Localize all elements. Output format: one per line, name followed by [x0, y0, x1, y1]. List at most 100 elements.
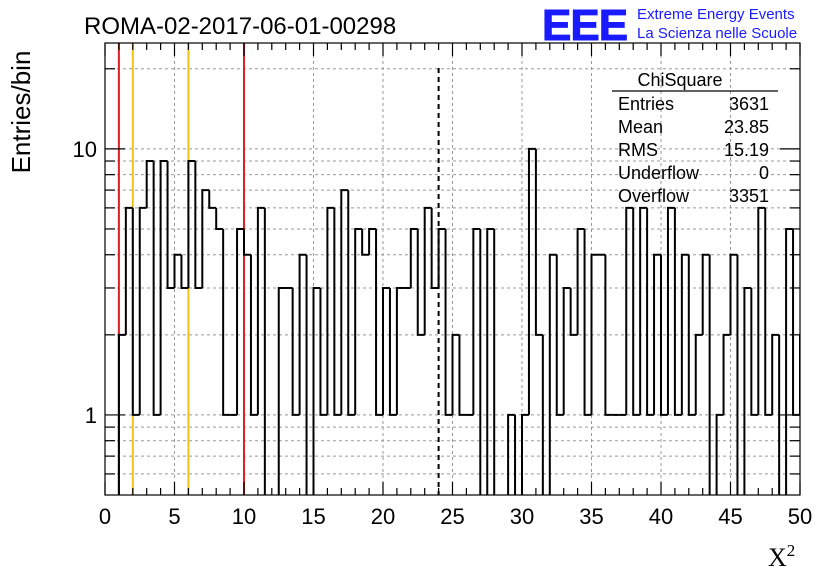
histogram-bin [792, 228, 800, 416]
histogram-bin [409, 227, 418, 288]
histogram-bin [333, 207, 342, 416]
histogram-bin [291, 287, 300, 416]
histogram-bin [319, 287, 328, 416]
x-tick-label: 0 [99, 504, 111, 529]
histogram-bin [395, 286, 404, 415]
histogram-bin [236, 227, 244, 415]
stats-label-entries: Entries [618, 94, 674, 114]
y-axis-label: Entries/bin [6, 51, 36, 174]
axis-ticks [104, 43, 801, 495]
plot-title: ROMA-02-2017-06-01-00298 [84, 13, 396, 40]
histogram-bin [312, 286, 321, 495]
histogram-bin [569, 287, 578, 336]
histogram-bin [632, 207, 641, 416]
histogram-bin [639, 206, 648, 415]
histogram-bin [194, 161, 203, 289]
histogram-bin [277, 286, 286, 495]
histogram-bin [222, 228, 231, 416]
histogram-bin [368, 227, 377, 255]
histogram-bin [340, 189, 349, 415]
histogram-bin [347, 190, 356, 416]
x-tick-label: 25 [440, 504, 464, 529]
histogram-bin [249, 254, 258, 416]
stats-box: ChiSquare Entries 3631 Mean 23.85 RMS 15… [612, 70, 778, 206]
histogram-series [117, 147, 835, 495]
histogram-bin [159, 160, 168, 415]
histogram-bin [138, 206, 147, 415]
y-tick-label: 10 [73, 137, 97, 162]
histogram-bin [764, 207, 773, 416]
stats-label-mean: Mean [618, 117, 663, 137]
x-tick-label: 5 [168, 504, 180, 529]
histogram-bin [673, 207, 682, 416]
histogram-bin [187, 160, 196, 288]
histogram-bin [821, 288, 828, 415]
histogram-bin [625, 206, 634, 415]
stats-title: ChiSquare [637, 70, 722, 90]
x-axis-label: X2 [768, 541, 795, 572]
histogram-bin [326, 206, 335, 415]
eee-logo-line2: La Scienza nelle Scuole [637, 25, 797, 42]
stats-label-rms: RMS [618, 140, 658, 160]
histogram-bin [430, 207, 439, 289]
histogram-bin [548, 253, 557, 495]
histogram-bin [722, 333, 731, 415]
histogram-bin [166, 161, 175, 289]
histogram-bin [486, 227, 495, 495]
histogram-bin [660, 254, 668, 416]
histogram-bin [527, 147, 536, 415]
stats-value-overflow: 3351 [729, 186, 769, 206]
histogram-bin [131, 207, 140, 416]
histogram-bin [687, 254, 696, 416]
histogram-bin [799, 333, 800, 415]
histogram-bin [680, 253, 689, 415]
x-tick-label: 10 [232, 504, 256, 529]
stats-value-entries: 3631 [729, 94, 769, 114]
histogram-bin [736, 254, 739, 495]
histogram-bin [701, 253, 710, 335]
histogram-bin [472, 227, 481, 415]
x-tick-label: 20 [371, 504, 395, 529]
histogram-bin [263, 207, 266, 495]
histogram-bin [828, 335, 835, 415]
histogram-bin [814, 288, 821, 335]
histogram-bin [729, 253, 738, 335]
histogram-bin [666, 206, 675, 415]
x-tick-label: 50 [788, 504, 812, 529]
histogram-bin [382, 286, 390, 415]
histogram-bin [785, 227, 794, 495]
histogram-bin [590, 253, 599, 415]
x-tick-label: 30 [510, 504, 534, 529]
histogram-bin [117, 333, 126, 495]
eee-logo: EEE Extreme Energy Events La Scienza nel… [542, 1, 798, 51]
stats-label-overflow: Overflow [618, 186, 690, 206]
eee-logo-mark: EEE [542, 1, 627, 50]
histogram-bin [646, 207, 655, 416]
histogram-bin [493, 228, 496, 495]
histogram-bin [256, 206, 265, 415]
histogram-bin [458, 334, 467, 416]
histogram-bin [243, 228, 251, 256]
histogram-bin [215, 207, 224, 230]
x-tick-label: 35 [579, 504, 603, 529]
histogram-bin [708, 254, 711, 495]
histogram-bin [444, 228, 453, 416]
x-tick-label: 15 [301, 504, 325, 529]
histogram-bin [388, 287, 397, 416]
eee-logo-line1: Extreme Energy Events [637, 6, 795, 23]
histogram-bin [715, 413, 724, 495]
stats-value-rms: 15.19 [724, 140, 769, 160]
histogram-bin [555, 254, 564, 416]
histogram-bin [507, 413, 516, 495]
histogram-bin [305, 254, 308, 495]
histogram-bin [354, 227, 363, 415]
histogram-bin [479, 228, 482, 495]
x-tick-label: 45 [718, 504, 742, 529]
histogram-bin [298, 253, 307, 415]
histogram-bin [778, 334, 781, 495]
stats-value-underflow: 0 [759, 163, 769, 183]
tick-labels: 0 5 10 15 20 25 30 35 40 45 50 1 10 [73, 137, 813, 529]
histogram-bin [201, 189, 210, 288]
histogram-bin [451, 333, 460, 415]
histogram-bin [361, 228, 370, 256]
